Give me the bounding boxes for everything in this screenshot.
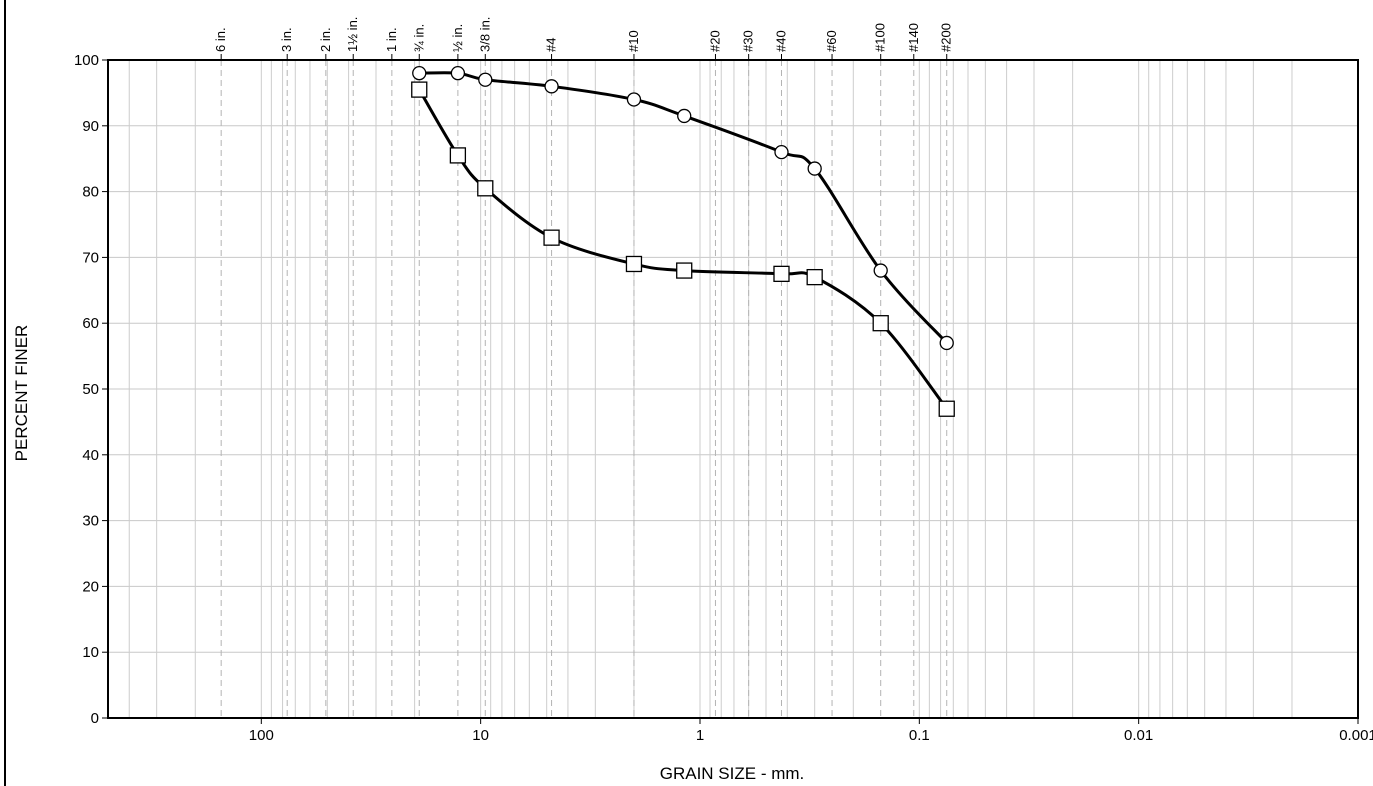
circle-point [774, 144, 789, 160]
circle-point [873, 263, 888, 278]
sieve-label: 1½ in. [345, 17, 360, 52]
sieve-label: 3/8 in. [477, 17, 492, 52]
markers [411, 66, 955, 417]
sieve-label: 3 in. [279, 27, 294, 52]
square-point [411, 81, 428, 98]
series-1-line [419, 71, 948, 344]
sieve-label: ¾ in. [411, 24, 426, 52]
circle-point [939, 335, 954, 351]
sieve-label: #200 [939, 23, 954, 52]
left-border-line [4, 0, 6, 786]
x-tick-label: 10 [472, 727, 489, 744]
circle-point [450, 66, 466, 81]
x-tick-label: 0.1 [909, 727, 930, 744]
square-point [449, 147, 467, 164]
y-tick-label: 80 [82, 184, 99, 201]
y-tick-label: 30 [82, 513, 99, 530]
y-tick-label: 10 [82, 644, 99, 661]
sieve-label: #20 [707, 30, 722, 52]
sieve-label: 2 in. [318, 27, 333, 52]
square-point [773, 265, 790, 283]
circle-point [478, 72, 493, 87]
axis-ticks: 0 10 20 30 40 50 60 70 80 90 100 100 10 1 0.1 0.01 0.001 [74, 52, 1373, 744]
y-tick-label: 0 [91, 710, 99, 727]
sieve-label: 6 in. [213, 27, 228, 52]
sieve-lines: 6 in. 3 in. 2 in. 1½ in. 1 in. ¾ in. ½ in. 3/8 … [213, 17, 954, 718]
y-axis-label: PERCENT FINER [12, 324, 31, 462]
x-tick-label: 0.001 [1339, 727, 1373, 744]
x-tick-label: 0.01 [1124, 727, 1153, 744]
square-point [806, 268, 823, 286]
y-tick-label: 70 [82, 249, 99, 266]
sieve-label: #4 [544, 38, 559, 52]
square-point [676, 262, 693, 279]
curves [418, 71, 948, 410]
plot-frame [107, 59, 1359, 719]
square-point [872, 315, 889, 332]
circle-point [807, 161, 822, 176]
x-axis-label: GRAIN SIZE - mm. [659, 764, 805, 783]
sieve-label: #30 [741, 30, 756, 52]
y-tick-label: 60 [82, 315, 99, 332]
sieve-label: 1 in. [384, 27, 399, 52]
x-tick-label: 100 [249, 727, 274, 744]
circle-point [626, 92, 642, 107]
sieve-label: #40 [773, 30, 788, 52]
y-tick-label: 100 [74, 52, 99, 69]
y-tick-label: 90 [82, 118, 99, 135]
y-tick-label: 40 [82, 447, 99, 464]
sieve-label: #10 [626, 30, 641, 52]
x-tick-label: 1 [696, 727, 704, 744]
circle-point [544, 79, 559, 94]
sieve-label: #60 [824, 30, 839, 52]
series-2-line [418, 88, 948, 410]
y-tick-label: 50 [82, 381, 99, 398]
sieve-label: #140 [906, 23, 921, 52]
sieve-label: ½ in. [450, 24, 465, 52]
square-point [543, 229, 560, 246]
square-point [625, 255, 643, 273]
circle-point [412, 66, 427, 81]
grid-lines [108, 60, 1358, 718]
sieve-label: #100 [873, 23, 888, 52]
circle-point [677, 108, 692, 124]
square-point [477, 180, 494, 197]
y-tick-label: 20 [82, 578, 99, 595]
square-point [938, 400, 955, 417]
